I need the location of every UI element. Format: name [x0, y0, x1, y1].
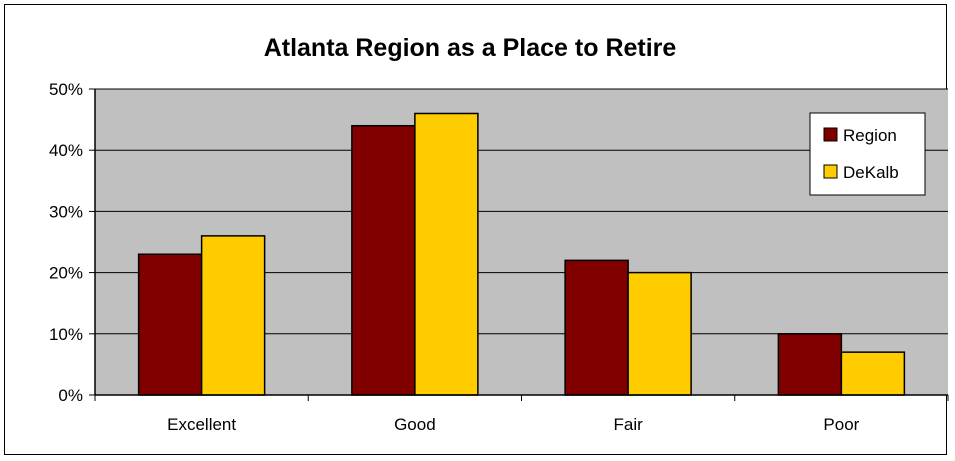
bar-region-excellent: [137, 253, 203, 396]
x-tick-label: Poor: [823, 415, 859, 434]
y-tick-label: 10%: [49, 325, 83, 344]
bars: [137, 112, 906, 396]
legend-label-region: Region: [843, 126, 897, 145]
bar-region-poor: [777, 333, 843, 396]
y-tick-labels: 0% 10% 20% 30% 40% 50%: [49, 80, 83, 405]
bar-region-fair: [564, 259, 629, 396]
y-tick-label: 40%: [49, 141, 83, 160]
x-tick-label: Excellent: [167, 415, 236, 434]
bar-dekalb-excellent: [200, 235, 266, 396]
x-tick-label: Fair: [613, 415, 643, 434]
y-tick-label: 0%: [58, 386, 83, 405]
bar-dekalb-good: [414, 112, 479, 396]
x-tick-labels: Excellent Good Fair Poor: [167, 415, 860, 434]
bar-dekalb-poor: [840, 351, 906, 396]
legend-label-dekalb: DeKalb: [843, 163, 899, 182]
y-tick-label: 30%: [49, 202, 83, 221]
axes: [89, 88, 949, 401]
chart-title: Atlanta Region as a Place to Retire: [264, 34, 677, 62]
x-tick-label: Good: [394, 415, 436, 434]
bar-region-good: [351, 124, 416, 396]
bar-dekalb-fair: [627, 271, 692, 396]
legend-swatch-dekalb: [823, 164, 838, 179]
y-tick-label: 50%: [49, 80, 83, 99]
legend-swatch-region: [823, 127, 838, 142]
y-tick-label: 20%: [49, 264, 83, 283]
legend: Region DeKalb: [809, 112, 926, 196]
legend-box: [809, 112, 926, 196]
